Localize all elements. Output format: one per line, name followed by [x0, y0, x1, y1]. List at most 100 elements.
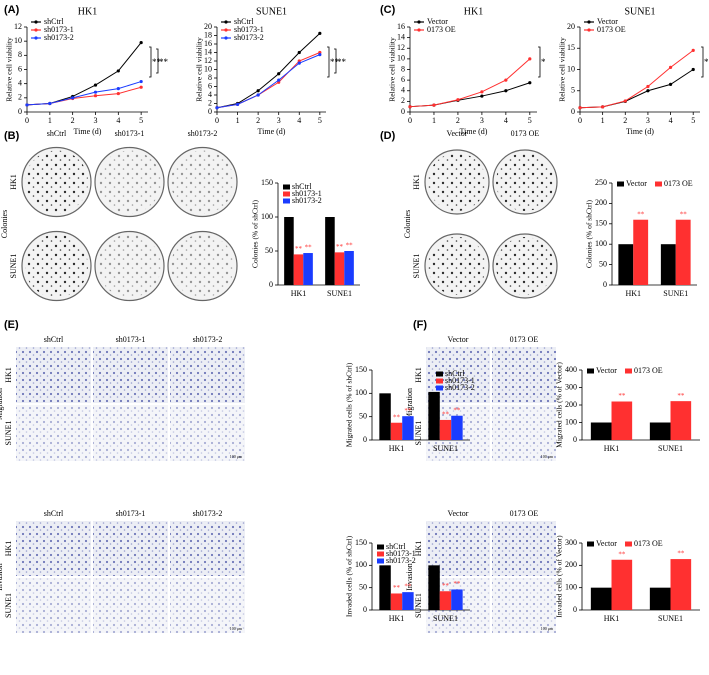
- colony-spots: [496, 237, 554, 295]
- x-tick-label: 1: [236, 116, 240, 125]
- significance-label: **: [305, 244, 313, 252]
- bar: [675, 219, 691, 285]
- y-tick-label: 10: [14, 36, 22, 45]
- micrograph: [93, 347, 168, 403]
- legend-label: sh0173-1: [292, 189, 322, 198]
- x-tick-label: HK1: [389, 614, 405, 623]
- data-point: [528, 57, 532, 61]
- y-tick-label: 100: [595, 239, 607, 248]
- y-tick-label: 150: [355, 365, 367, 374]
- panel-label: (F): [413, 319, 427, 331]
- x-tick-label: 0: [408, 116, 412, 125]
- side-label: Migration: [0, 388, 4, 420]
- significance-label: **: [159, 57, 169, 67]
- x-tick-label: HK1: [604, 444, 620, 453]
- bar: [439, 419, 452, 440]
- significance-label: **: [442, 582, 450, 590]
- significance-bracket: [334, 48, 337, 74]
- x-tick-label: 1: [48, 116, 52, 125]
- y-tick-label: 200: [565, 400, 577, 409]
- legend-label: shCtrl: [386, 542, 406, 551]
- significance-bracket: [149, 46, 152, 78]
- x-tick-label: 5: [318, 116, 322, 125]
- y-tick-label: 12: [14, 22, 22, 31]
- bar: [670, 559, 692, 610]
- y-tick-label: 6: [208, 81, 212, 90]
- legend-swatch: [283, 191, 290, 197]
- x-tick-label: 0: [215, 116, 219, 125]
- legend-label: 0173 OE: [664, 179, 693, 188]
- colony-spots: [171, 150, 234, 214]
- data-point: [139, 40, 143, 45]
- legend-marker: [587, 28, 591, 32]
- micrograph: [492, 521, 556, 576]
- row-label: HK1: [414, 367, 423, 383]
- data-point: [93, 90, 98, 94]
- column-header: sh0173-1: [116, 335, 146, 344]
- legend-swatch: [587, 541, 594, 547]
- significance-label: **: [393, 584, 401, 592]
- significance-label: *: [541, 57, 546, 67]
- chart-title: SUNE1: [624, 6, 655, 17]
- bar: [325, 217, 335, 285]
- panel-label: (C): [380, 4, 396, 16]
- significance-label: **: [453, 406, 461, 414]
- y-axis-label: Invaded cells (% of shCtrl): [345, 535, 354, 617]
- y-tick-label: 0: [603, 280, 607, 289]
- data-point: [93, 83, 98, 87]
- y-tick-label: 150: [261, 178, 273, 187]
- legend-swatch: [283, 198, 290, 204]
- legend-label: sh0173-2: [292, 196, 322, 205]
- bar: [293, 254, 304, 285]
- row-label: HK1: [9, 174, 18, 190]
- micrograph: [492, 405, 556, 461]
- y-axis-label: Colonies (% of shCtrl): [251, 199, 260, 268]
- y-tick-label: 4: [208, 90, 212, 99]
- y-tick-label: 20: [204, 22, 212, 31]
- x-tick-label: 3: [480, 116, 484, 125]
- x-tick-label: 4: [504, 116, 508, 125]
- y-tick-label: 2: [208, 98, 212, 107]
- data-point: [691, 48, 695, 52]
- x-tick-label: 2: [256, 116, 260, 125]
- x-tick-label: 1: [432, 116, 436, 125]
- legend-label: sh0173-1: [234, 25, 264, 34]
- bar: [633, 219, 649, 285]
- x-tick-label: 2: [71, 116, 75, 125]
- series-line: [216, 33, 321, 109]
- data-point: [25, 103, 29, 107]
- bar: [649, 587, 671, 610]
- legend-label: sh0173-1: [44, 25, 74, 34]
- row-label: HK1: [4, 367, 13, 383]
- y-tick-label: 50: [359, 411, 367, 420]
- data-point: [318, 53, 322, 57]
- data-point: [432, 103, 436, 107]
- legend-label: Vector: [427, 17, 448, 26]
- chart-title: HK1: [78, 6, 97, 17]
- legend-swatch: [377, 551, 384, 557]
- data-point: [504, 89, 508, 93]
- x-tick-label: 0: [578, 116, 582, 125]
- y-tick-label: 2: [18, 93, 22, 102]
- x-tick-label: SUNE1: [433, 614, 458, 623]
- micrograph: [16, 405, 91, 461]
- bar: [402, 592, 414, 610]
- micrograph: [16, 347, 91, 403]
- side-label: Migration: [405, 388, 414, 420]
- bar: [428, 391, 440, 440]
- data-point: [408, 105, 412, 109]
- column-header: sh0173-2: [188, 129, 218, 138]
- x-axis-label: Time (d): [626, 127, 654, 136]
- x-tick-label: 3: [277, 116, 281, 125]
- y-axis-label: Invaded cells (% of Vector): [555, 535, 564, 618]
- x-tick-label: SUNE1: [658, 444, 683, 453]
- y-tick-label: 6: [18, 64, 22, 73]
- data-point: [139, 85, 143, 89]
- column-header: Vector: [448, 335, 469, 344]
- significance-label: **: [677, 550, 685, 558]
- legend-swatch: [625, 541, 632, 547]
- x-tick-label: 4: [297, 116, 301, 125]
- data-point: [578, 106, 582, 110]
- column-header: 0173 OE: [510, 335, 539, 344]
